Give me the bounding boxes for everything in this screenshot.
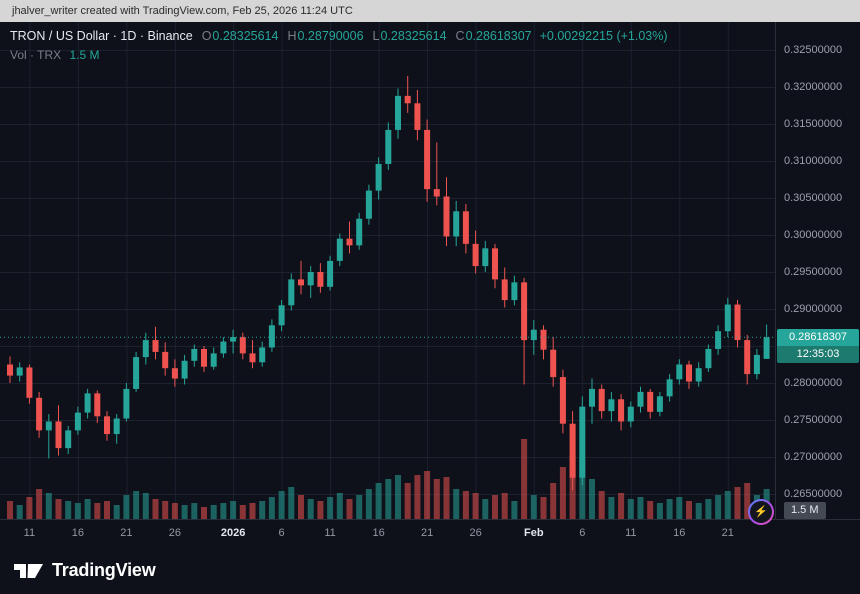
- price-axis-label: 0.29500000: [784, 266, 843, 278]
- price-badge: 0.28618307 12:35:03: [777, 329, 859, 364]
- chart-region: TRON / US Dollar · 1D · Binance O 0.2832…: [0, 22, 860, 594]
- price-axis-label: 0.26500000: [784, 488, 843, 500]
- volume-indicator-label[interactable]: Vol · TRX: [10, 47, 62, 62]
- time-axis[interactable]: 11 16 21 26 2026 6 11 16 21 26 Feb 6 11 16 21: [0, 519, 860, 548]
- price-axis-label: 0.32500000: [784, 44, 843, 56]
- time-axis-label: 16: [71, 527, 85, 539]
- price-axis-label: 0.29000000: [784, 303, 843, 315]
- price-axis-label: 0.32000000: [784, 81, 843, 93]
- time-axis-label: 11: [23, 527, 36, 539]
- footer: TradingView: [0, 547, 860, 594]
- ohlc-close-label: C: [455, 29, 465, 43]
- price-axis-label: 0.28000000: [784, 377, 843, 389]
- time-axis-label: 11: [324, 527, 336, 539]
- price-axis[interactable]: 0.28618307 12:35:03 0.32500000 0.32000000…: [775, 22, 860, 519]
- price-axis-label: 0.27500000: [784, 414, 843, 426]
- attribution-bar: jhalver_writer created with TradingView.…: [0, 0, 860, 22]
- symbol-title[interactable]: TRON / US Dollar · 1D · Binance: [10, 29, 193, 43]
- chart-legend: TRON / US Dollar · 1D · Binance O 0.2832…: [10, 30, 668, 61]
- ohlc-open-label: O: [201, 29, 212, 43]
- price-axis-label: 0.31500000: [784, 118, 843, 130]
- price-badge-value: 0.28618307: [777, 329, 859, 347]
- ohlc-high-value: 0.28790006: [297, 29, 364, 43]
- price-axis-label: 0.30000000: [784, 229, 843, 241]
- time-axis-label: Feb: [524, 527, 544, 539]
- time-axis-label: 21: [721, 527, 734, 539]
- lightning-icon: ⚡: [754, 505, 768, 518]
- time-axis-label: 21: [120, 527, 133, 539]
- time-axis-label: 26: [168, 527, 182, 539]
- time-axis-label: 2026: [220, 527, 246, 539]
- ohlc-close-value: 0.28618307: [465, 29, 532, 43]
- price-axis-label: 0.27000000: [784, 451, 843, 463]
- volume-badge: 1.5 M: [784, 502, 826, 519]
- price-pane[interactable]: [0, 22, 775, 519]
- candlestick-svg[interactable]: [0, 22, 775, 519]
- boost-button[interactable]: ⚡: [748, 499, 774, 525]
- time-axis-label: 16: [673, 527, 686, 539]
- ohlc-low-label: L: [372, 29, 380, 43]
- time-axis-label: 11: [625, 527, 637, 539]
- price-axis-label: 0.31000000: [784, 155, 843, 167]
- time-axis-label: 6: [579, 527, 586, 539]
- volume-indicator-value: 1.5 M: [69, 47, 100, 62]
- price-badge-countdown: 12:35:03: [777, 346, 859, 364]
- ohlc-high-label: H: [287, 29, 297, 43]
- time-axis-label: 6: [278, 527, 285, 539]
- attribution-text: jhalver_writer created with TradingView.…: [12, 5, 353, 17]
- tradingview-logo-text: TradingView: [52, 560, 156, 580]
- tradingview-logo[interactable]: TradingView: [14, 560, 156, 582]
- time-axis-label: 21: [420, 527, 434, 539]
- ohlc-low-value: 0.28325614: [380, 29, 447, 43]
- price-axis-label: 0.30500000: [784, 192, 843, 204]
- ohlc-open-value: 0.28325614: [212, 29, 279, 43]
- price-change: +0.00292215 (+1.03%): [539, 29, 668, 43]
- time-axis-label: 16: [372, 527, 385, 539]
- tradingview-logo-icon: [14, 563, 43, 578]
- time-axis-label: 26: [469, 527, 482, 539]
